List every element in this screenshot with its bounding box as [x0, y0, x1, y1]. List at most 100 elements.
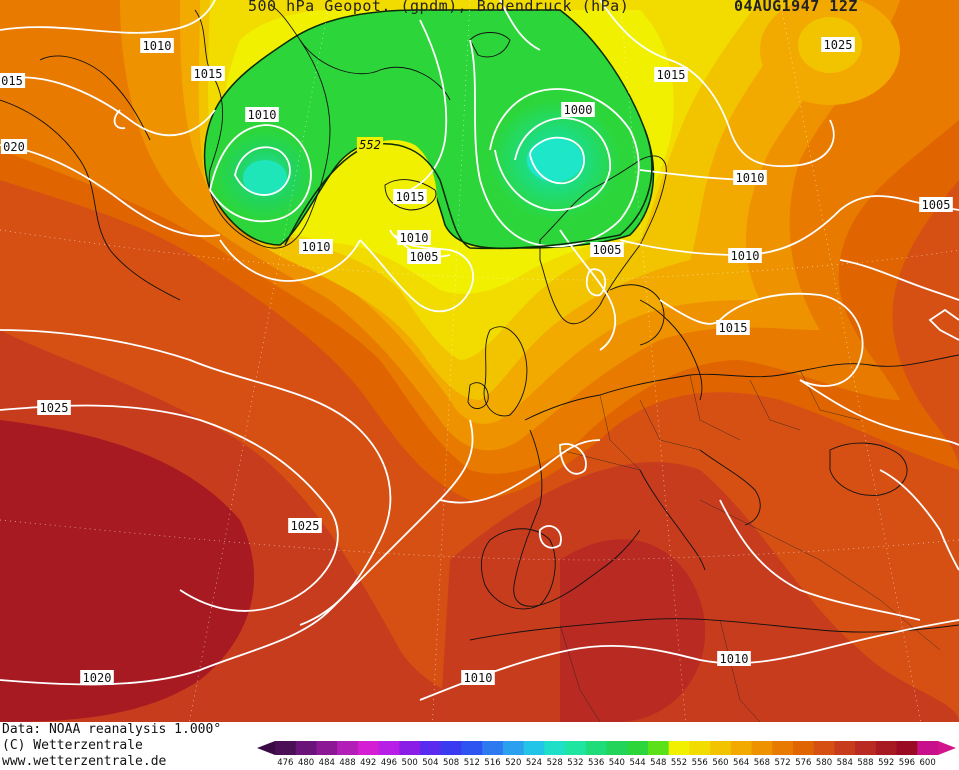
legend-tick-label: 572 — [774, 758, 790, 768]
legend-swatch — [917, 741, 939, 755]
legend-tick-label: 600 — [920, 758, 936, 768]
pressure-label: 1010 — [736, 171, 765, 185]
pressure-label: 020 — [3, 140, 25, 154]
legend-swatch — [523, 741, 545, 755]
pressure-label-bg — [0, 139, 28, 154]
legend-tick-label: 528 — [547, 758, 563, 768]
legend-tick-label: 488 — [339, 758, 355, 768]
legend-swatch — [357, 741, 380, 755]
pressure-label-bg — [407, 249, 441, 264]
legend-tick-label: 520 — [505, 758, 521, 768]
pressure-label-bg — [80, 670, 114, 685]
pressure-label: 1015 — [719, 321, 748, 335]
pressure-label: 1015 — [194, 67, 223, 81]
pressure-label: 1025 — [291, 519, 320, 533]
legend-tick-label: 544 — [629, 758, 645, 768]
legend-tick-label: 512 — [464, 758, 480, 768]
legend-swatch — [730, 741, 753, 755]
map-date: 04AUG1947 12Z — [734, 0, 858, 15]
pressure-label-bg — [140, 38, 174, 53]
legend-tick-label: 504 — [422, 758, 438, 768]
legend-arrow-left — [257, 741, 275, 755]
legend-tick-label: 496 — [381, 758, 397, 768]
legend-tick-label: 548 — [650, 758, 666, 768]
pressure-label-bg — [37, 400, 71, 415]
pressure-label-bg — [654, 67, 688, 82]
pressure-label: 1015 — [396, 190, 425, 204]
pressure-label: 1000 — [564, 103, 593, 117]
legend-swatch — [896, 741, 918, 755]
country-borders — [559, 369, 941, 723]
pressure-label-bg — [716, 320, 750, 335]
pressure-labels: 1010 1015 015 020 1010 552 1015 1010 1010 1005 100… — [0, 37, 953, 685]
legend-swatch — [647, 741, 670, 755]
legend-swatch — [834, 741, 856, 755]
pressure-label: 552 — [359, 138, 381, 152]
legend-tick-label: 480 — [298, 758, 314, 768]
legend: 476 480 484 488 492 496 500 504 508 512 516 520 524 5… — [257, 741, 956, 768]
legend-swatch — [627, 741, 649, 755]
legend-tick-label: 560 — [712, 758, 728, 768]
legend-tick-label: 492 — [360, 758, 376, 768]
legend-swatch — [751, 741, 773, 755]
footer-copyright: (C) Wetterzentrale — [2, 738, 143, 753]
field-south-592 — [560, 539, 706, 722]
legend-swatch — [875, 741, 898, 755]
legend-swatch — [544, 741, 566, 755]
pressure-label-bg — [397, 230, 431, 245]
legend-swatch — [420, 741, 442, 755]
pressure-label-bg — [461, 670, 495, 685]
coastlines — [0, 4, 959, 641]
legend-tick-label: 476 — [277, 758, 293, 768]
legend-swatch — [378, 741, 400, 755]
map-title: 500 hPa Geopot. (gpdm), Bodendruck (hPa) — [248, 0, 630, 15]
pressure-label: 1005 — [922, 198, 951, 212]
pressure-label-bg — [733, 170, 767, 185]
legend-swatch — [668, 741, 690, 755]
pressure-label-bg — [728, 248, 762, 263]
legend-tick-label: 584 — [837, 758, 853, 768]
pressure-label: 1010 — [143, 39, 172, 53]
field-592-region — [0, 420, 255, 722]
legend-tick-label: 588 — [857, 758, 873, 768]
pressure-label-bg — [821, 37, 855, 52]
legend-swatch — [275, 741, 297, 755]
pressure-label: 1025 — [40, 401, 69, 415]
legend-swatch — [813, 741, 835, 755]
legend-swatch — [461, 741, 483, 755]
legend-tick-label: 536 — [588, 758, 604, 768]
legend-tick-label: 532 — [567, 758, 583, 768]
legend-tick-label: 540 — [609, 758, 625, 768]
pressure-label: 1010 — [720, 652, 749, 666]
legend-tick-label: 592 — [878, 758, 894, 768]
pressure-label-bg — [590, 242, 624, 257]
pressure-label: 1010 — [248, 108, 277, 122]
pressure-label: 1010 — [464, 671, 493, 685]
legend-tick-label: 524 — [526, 758, 542, 768]
pressure-label-bg — [0, 73, 26, 88]
legend-tick-label: 564 — [733, 758, 749, 768]
legend-tick-label: 556 — [692, 758, 708, 768]
legend-swatch — [585, 741, 607, 755]
legend-arrow-right — [938, 741, 956, 755]
legend-swatch — [689, 741, 711, 755]
legend-tick-label: 568 — [754, 758, 770, 768]
pressure-label-bg — [561, 102, 595, 117]
pressure-label: 1010 — [731, 249, 760, 263]
legend-swatch — [855, 741, 877, 755]
footer-data-source: Data: NOAA reanalysis 1.000° — [2, 722, 222, 737]
pressure-label-bg — [288, 518, 322, 533]
pressure-label-bg — [299, 239, 333, 254]
legend-swatch — [440, 741, 462, 755]
legend-swatch — [792, 741, 815, 755]
footer-website[interactable]: www.wetterzentrale.de — [2, 754, 167, 769]
pressure-label-bg — [356, 137, 384, 152]
legend-swatch — [502, 741, 525, 755]
pressure-label-bg — [717, 651, 751, 666]
legend-tick-label: 552 — [671, 758, 687, 768]
legend-tick-label: 596 — [899, 758, 915, 768]
pressure-label: 1025 — [824, 38, 853, 52]
pressure-label-bg — [393, 189, 427, 204]
